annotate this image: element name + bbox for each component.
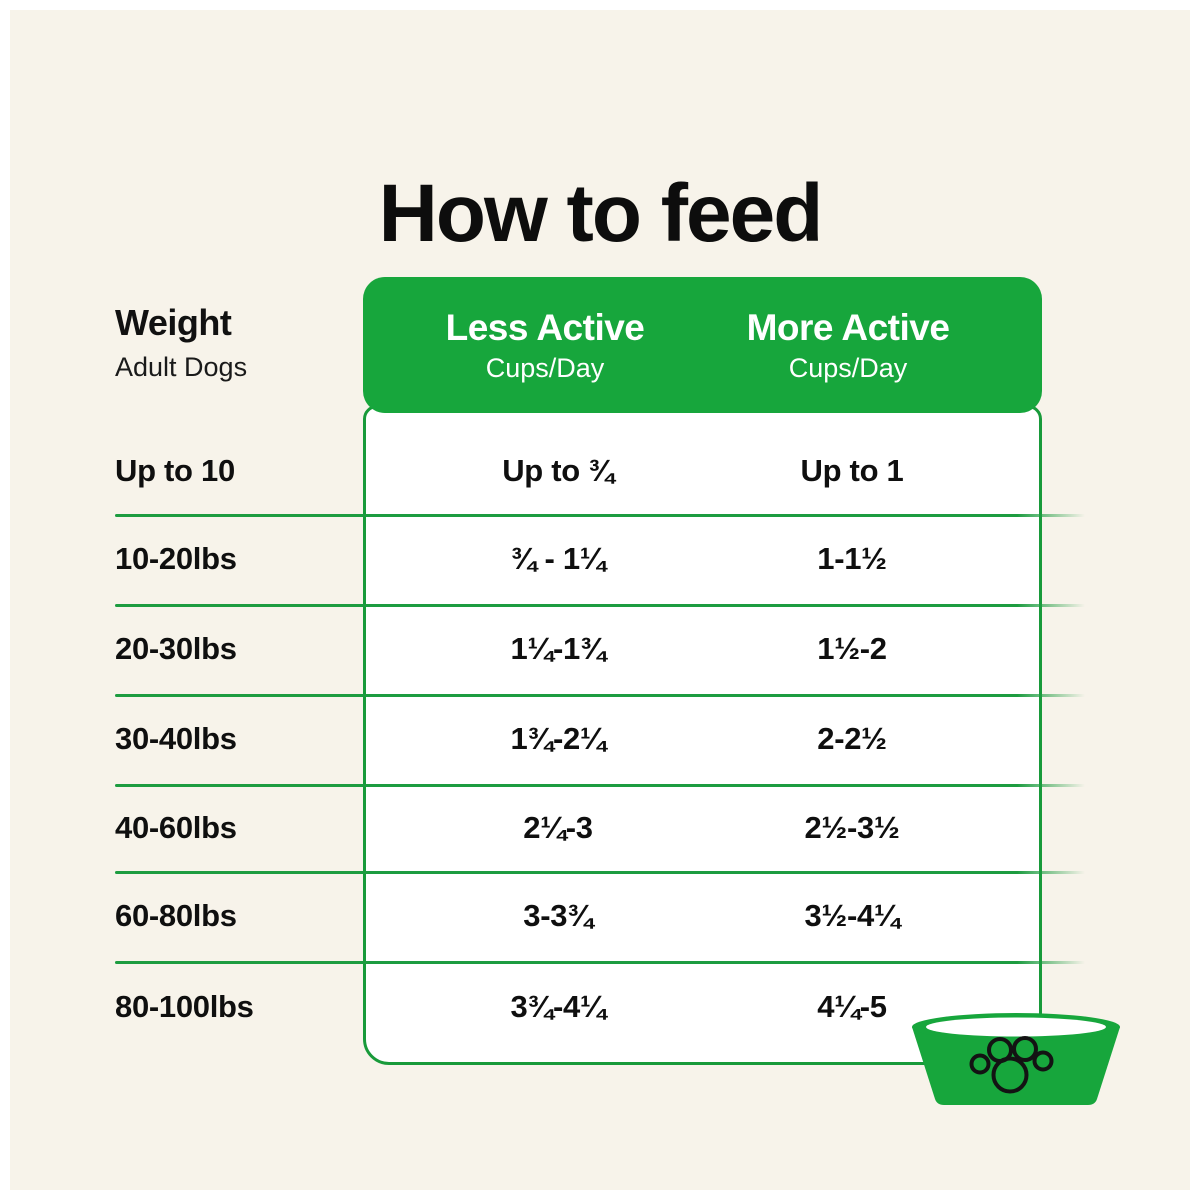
more-active-units: Cups/Day — [788, 352, 908, 383]
row-separator-line — [115, 514, 1085, 517]
column-header-less-active: Less Active Cups/Day — [385, 277, 705, 413]
paw-print-icon — [969, 1036, 1054, 1094]
weight-column-header: Weight Adult Dogs — [115, 302, 247, 383]
row-separator-line — [115, 604, 1085, 607]
dog-bowl-icon — [912, 1013, 1120, 1105]
row-separator-line — [115, 871, 1085, 874]
column-header-more-active: More Active Cups/Day — [688, 277, 1008, 413]
less-active-label: Less Active — [445, 306, 645, 348]
more-active-label: More Active — [746, 306, 950, 348]
less-active-units: Cups/Day — [485, 352, 605, 383]
row-separator-line — [115, 694, 1085, 697]
table-body — [363, 405, 1042, 1065]
row-separator-line — [115, 784, 1085, 787]
row-separator-line — [115, 961, 1085, 964]
table-header: Less Active Cups/Day More Active Cups/Da… — [363, 277, 1042, 413]
weight-column-subtitle: Adult Dogs — [115, 352, 248, 382]
page-title: How to feed — [378, 167, 824, 259]
weight-column-title: Weight — [115, 302, 232, 343]
